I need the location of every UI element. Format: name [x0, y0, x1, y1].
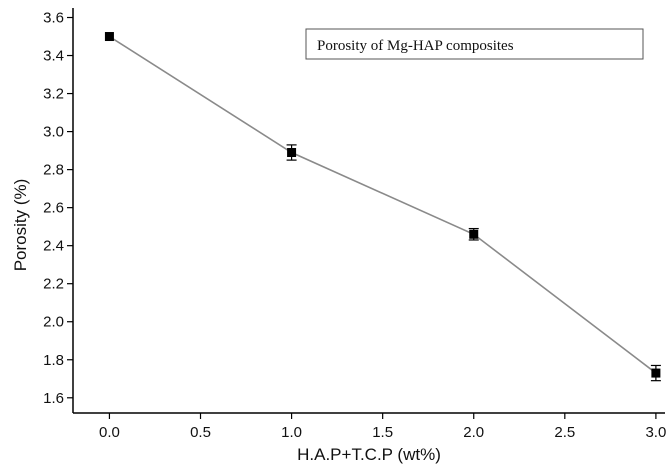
x-ticks: 0.0 0.5 1.0 1.5 2.0 2.5 3.0 [99, 413, 666, 441]
y-tick-label: 2.4 [43, 238, 64, 255]
x-tick-label: 1.5 [372, 424, 393, 441]
x-tick-label: 0.5 [190, 424, 211, 441]
y-tick-label: 3.6 [43, 10, 64, 27]
data-point [651, 368, 661, 378]
data-point [104, 32, 114, 42]
y-tick-label: 2.6 [43, 200, 64, 217]
x-tick-label: 3.0 [645, 424, 666, 441]
series-line [109, 35, 657, 374]
y-tick-label: 2.2 [43, 276, 64, 293]
legend-label: Porosity of Mg-HAP composites [317, 38, 514, 54]
y-axis-title: Porosity (%) [11, 179, 30, 272]
y-tick-label: 1.8 [43, 352, 64, 369]
legend: Porosity of Mg-HAP composites [305, 28, 644, 60]
y-tick-label: 3.2 [43, 86, 64, 103]
y-tick-label: 1.6 [43, 390, 64, 407]
y-ticks: 1.6 1.8 2.0 2.2 2.4 2.6 2.8 3.0 3.2 3.4 3.6 [43, 10, 73, 407]
axes [72, 8, 665, 414]
y-tick-label: 3.0 [43, 124, 64, 141]
x-tick-label: 1.0 [281, 424, 302, 441]
y-tick-label: 3.4 [43, 48, 64, 65]
data-point [287, 148, 297, 158]
x-tick-label: 2.0 [463, 424, 484, 441]
legend-box [305, 28, 644, 60]
x-tick-label: 0.0 [99, 424, 120, 441]
x-tick-label: 2.5 [554, 424, 575, 441]
y-tick-label: 2.8 [43, 162, 64, 179]
data-point [469, 229, 479, 239]
y-tick-label: 2.0 [43, 314, 64, 331]
x-axis-title: H.A.P+T.C.P (wt%) [297, 445, 441, 464]
series-layer [104, 32, 661, 382]
